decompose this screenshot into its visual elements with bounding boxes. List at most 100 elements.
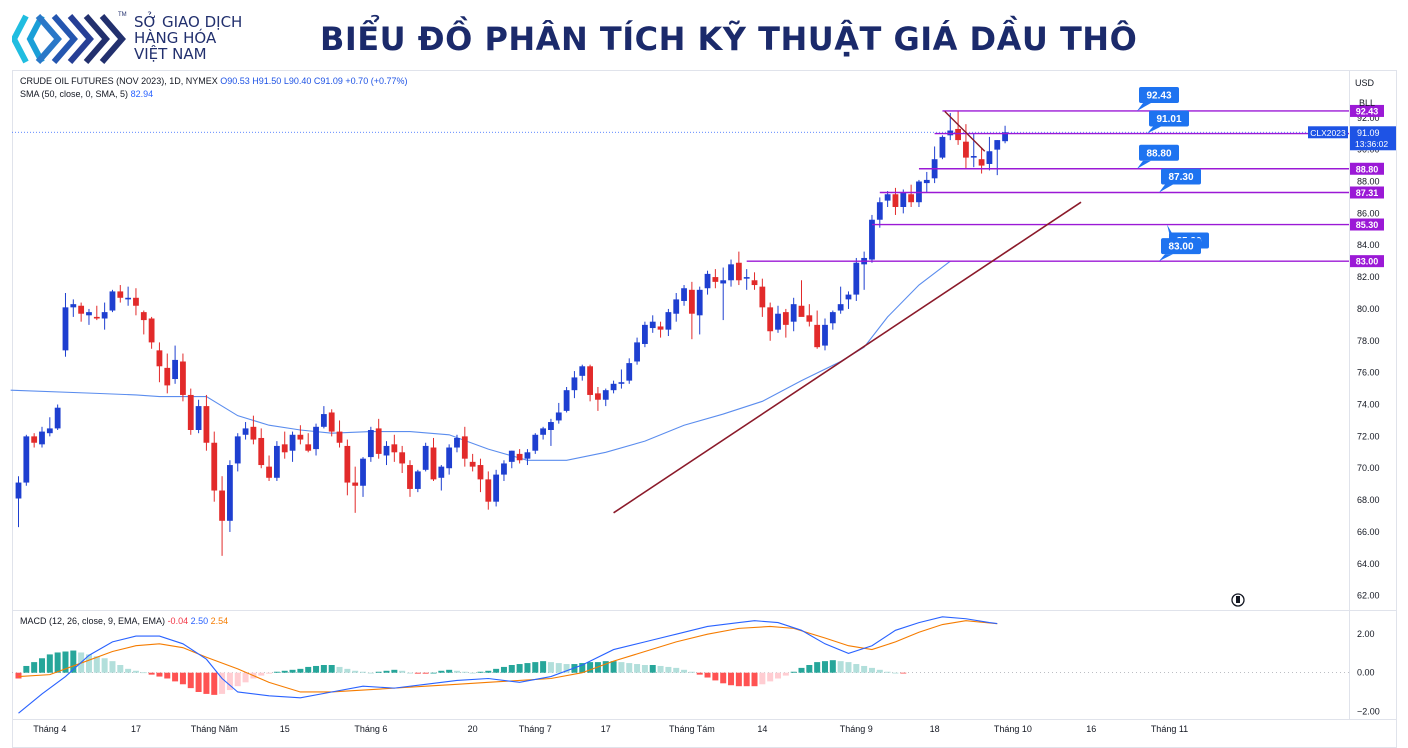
level-tag [1350,218,1384,231]
macd-histogram-bar [649,665,656,673]
price-tick-label: 78.00 [1357,336,1380,346]
candle-body [673,299,680,314]
candle-body [422,445,429,470]
candle-body [156,350,163,367]
level-tag [1350,255,1384,268]
candle-body [869,219,875,260]
price-callout[interactable]: 88.80 [1137,144,1179,169]
candle-body [970,156,977,158]
candle-body [266,466,272,478]
macd-histogram-bar [681,669,688,673]
candle-body [642,324,648,344]
candle-body [548,422,554,430]
macd-histogram-bar [117,665,124,673]
macd-tick-label: 2.00 [1357,629,1375,639]
price-tick-label: 74.00 [1357,400,1380,410]
macd-histogram-bar [540,661,547,673]
candle-body [109,291,116,311]
macd-histogram-bar [798,667,805,673]
chart-canvas[interactable]: 92.43 91.01 88.80 87.30 85.30 83.00 62.00 64.0… [0,70,1408,748]
price-callout[interactable]: 91.01 [1147,110,1189,134]
candle-body [571,377,578,391]
macd-histogram-bar [15,672,22,679]
macd-histogram-bar [868,667,875,673]
candle-body [626,363,633,381]
candle-body [250,426,257,440]
macd-histogram-bar [626,663,633,673]
macd-histogram-bar [391,669,398,673]
macd-histogram-bar [383,670,390,673]
macd-histogram-bar [85,654,92,673]
candle-body [469,461,476,467]
macd-histogram-bar [258,672,265,676]
macd-histogram-bar [587,662,594,673]
chart-area[interactable]: 92.43 91.01 88.80 87.30 85.30 83.00 62.00 64.0… [0,70,1408,748]
candle-body [344,445,351,483]
level-tag [1350,162,1384,175]
macd-histogram-bar [273,671,280,673]
symbol-tag [1308,126,1348,139]
level-tag-label: 83.00 [1356,257,1379,267]
macd-histogram-bar [46,654,53,673]
candle-body [461,436,468,459]
candle-body [187,394,194,430]
macd-histogram-bar [461,671,468,673]
candle-body [516,453,523,461]
change-value: +0.70 (+0.77%) [345,76,408,86]
candle-body [39,431,45,445]
callout-pointer [1159,184,1173,193]
candle-body [360,458,366,486]
candle-body [133,297,139,306]
macd-histogram-bar [187,672,194,689]
candle-body [822,324,828,346]
candle-body [54,407,61,429]
macd-histogram-bar [140,672,147,674]
macd-histogram-bar [712,672,719,681]
candle-body [70,304,77,308]
macd-histogram-bar [547,662,554,673]
candle-body [62,307,69,351]
watermark-clock-icon[interactable] [1231,593,1245,607]
unit-label[interactable]: BLL [1358,98,1375,108]
candle-body [657,326,664,330]
callout-pointer [1147,126,1161,134]
macd-tick-label: 0.00 [1357,668,1375,678]
candle-body [1002,132,1008,142]
time-tick-label: 20 [468,724,478,734]
candle-body [446,447,453,469]
level-tag-label: 92.43 [1356,106,1379,116]
price-callout[interactable]: 92.43 [1137,86,1179,111]
candle-body [751,280,758,286]
level-tag-label: 88.80 [1356,164,1379,174]
header-banner: TM SỞ GIAO DỊCH HÀNG HÓA VIỆT NAM BIỂU Đ… [0,0,1408,70]
candle-body [923,179,930,184]
time-tick-label: 17 [131,724,141,734]
candle-body [963,141,969,158]
macd-histogram-bar [179,672,186,685]
candle-body [477,465,484,480]
candle-body [720,280,727,284]
macd-histogram-bar [759,672,766,685]
candle-body [665,312,672,330]
macd-legend: MACD (12, 26, close, 9, EMA, EMA) -0.04 … [20,616,228,626]
candle-body [180,361,186,395]
macd-histogram-bar [360,671,367,673]
macd-tick-label: −2.00 [1357,706,1380,716]
macd-histogram-bar [900,672,907,674]
macd-histogram-bar [195,672,202,692]
candle-body [649,321,656,329]
macd-histogram-bar [38,658,45,673]
candle-body [148,318,155,343]
price-callout[interactable]: 83.00 [1159,238,1201,262]
candle-body [759,286,766,308]
macd-histogram-bar [516,664,523,673]
currency-label[interactable]: USD [1354,78,1374,88]
macd-histogram-bar [493,668,500,673]
organization-name: SỞ GIAO DỊCH HÀNG HÓA VIỆT NAM [134,14,242,62]
macd-histogram-bar [657,665,664,673]
candle-body [273,445,280,478]
macd-histogram-bar [563,664,570,673]
time-tick-label: Tháng Tám [669,724,715,734]
price-callout[interactable]: 87.30 [1159,168,1201,193]
org-line-2: HÀNG HÓA [134,29,217,47]
